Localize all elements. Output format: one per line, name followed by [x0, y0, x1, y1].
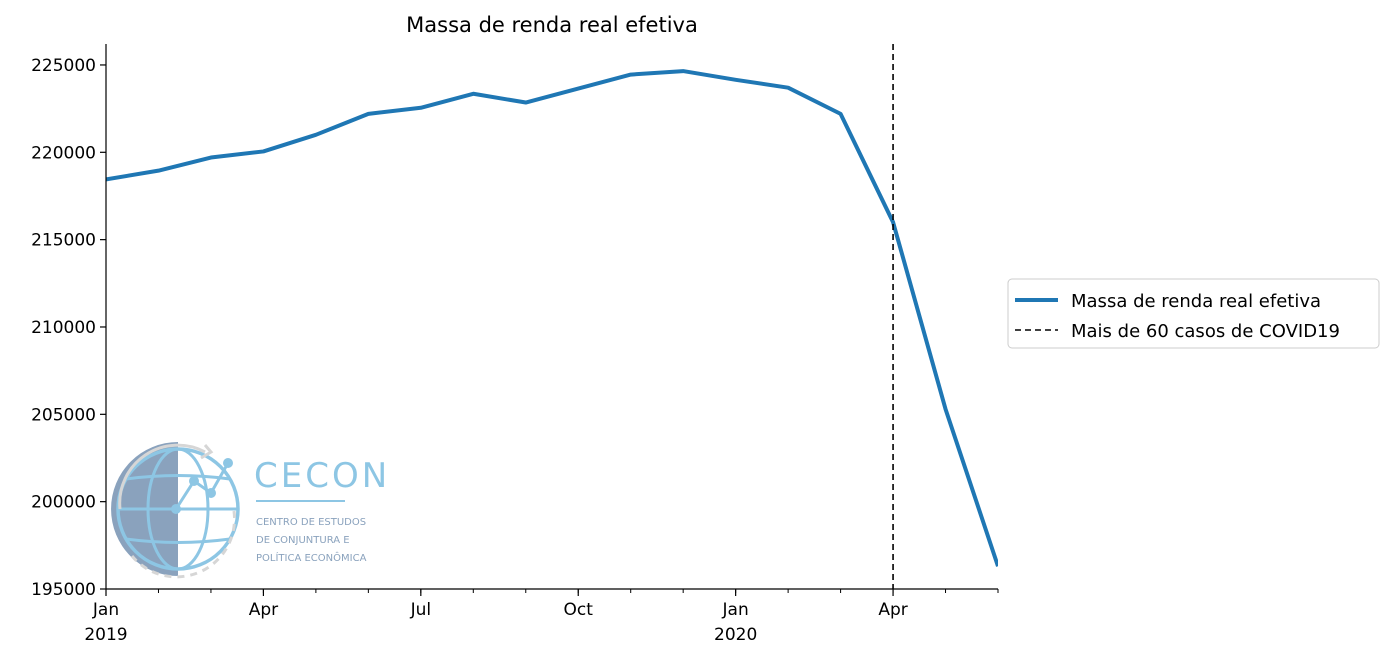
y-ticks: 195000 200000 205000 210000 215000 220000 2250…: [31, 56, 106, 600]
y-tick-label: 195000: [31, 580, 96, 600]
x-tick-label: Jan: [92, 600, 119, 620]
logo-title: CECON: [254, 456, 390, 496]
legend-box: [1007, 278, 1380, 349]
chart-title: Massa de renda real efetiva: [406, 13, 698, 37]
y-tick-label: 215000: [31, 231, 96, 251]
cecon-logo: CECON CENTRO DE ESTUDOS DE CONJUNTURA E …: [111, 442, 390, 579]
x-tick-label: Oct: [564, 600, 594, 620]
legend: Massa de renda real efetiva Mais de 60 c…: [1007, 278, 1380, 349]
x-tick-year-label: 2019: [84, 625, 127, 645]
y-tick-label: 200000: [31, 493, 96, 513]
y-tick-label: 210000: [31, 318, 96, 338]
x-tick-label: Apr: [249, 600, 278, 620]
x-tick-label: Apr: [878, 600, 907, 620]
x-tick-label: Jan: [722, 600, 749, 620]
logo-subtitle-line-1: CENTRO DE ESTUDOS: [256, 517, 366, 528]
y-tick-label: 205000: [31, 405, 96, 425]
series-line-0: [106, 69, 998, 567]
legend-label-series: Massa de renda real efetiva: [1071, 291, 1321, 312]
series-layer: [106, 69, 998, 567]
x-tick-year-label: 2020: [714, 625, 757, 645]
cecon-globe-icon: [111, 442, 240, 579]
y-tick-label: 220000: [31, 143, 96, 163]
logo-subtitle-line-2: DE CONJUNTURA E: [256, 535, 350, 546]
x-tick-label: Jul: [410, 600, 432, 620]
y-tick-label: 225000: [31, 56, 96, 76]
legend-label-vline: Mais de 60 casos de COVID19: [1071, 321, 1340, 342]
x-ticks: Jan 2019 Apr Jul Oct Jan 2020 Apr: [84, 589, 999, 645]
logo-subtitle-line-3: POLÍTICA ECONÔMICA: [256, 551, 367, 564]
